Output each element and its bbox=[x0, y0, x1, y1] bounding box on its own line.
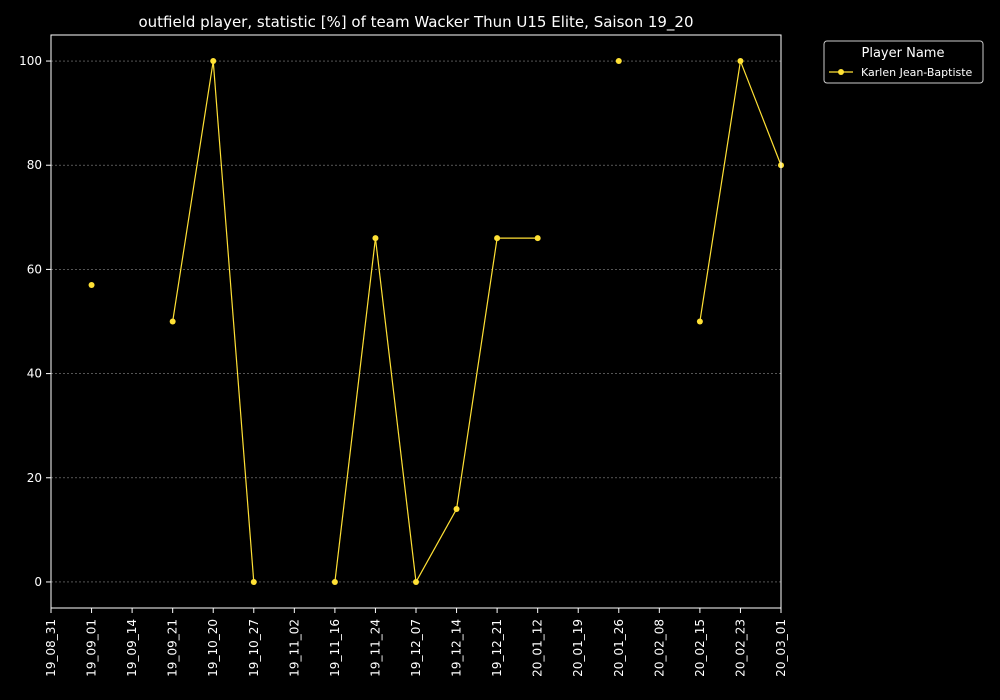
legend-marker-swatch bbox=[838, 69, 844, 75]
x-tick-label: 20_01_26 bbox=[612, 619, 626, 677]
y-tick-label: 40 bbox=[27, 367, 42, 381]
series-layer bbox=[88, 58, 784, 585]
x-tick-label: 20_01_12 bbox=[531, 619, 545, 677]
x-axis: 19_08_31 19_09_01 19_09_14 19_09_21 19_10_20… bbox=[44, 608, 788, 677]
x-tick-label: 19_09_14 bbox=[125, 619, 139, 677]
x-tick-label: 19_10_20 bbox=[206, 619, 220, 677]
data-point bbox=[615, 58, 622, 65]
y-tick-label: 60 bbox=[27, 262, 42, 276]
y-tick-label: 80 bbox=[27, 158, 42, 172]
x-tick-label: 19_11_24 bbox=[368, 619, 382, 677]
x-tick-label: 19_09_01 bbox=[85, 619, 99, 677]
data-point bbox=[169, 318, 176, 325]
x-tick-label: 20_03_01 bbox=[774, 619, 788, 677]
y-tick-label: 20 bbox=[27, 471, 42, 485]
legend-series-label: Karlen Jean-Baptiste bbox=[861, 66, 973, 79]
x-tick-label: 19_08_31 bbox=[44, 619, 58, 677]
data-point bbox=[413, 578, 419, 585]
y-tick-label: 0 bbox=[34, 575, 42, 589]
data-point bbox=[534, 235, 541, 242]
data-point bbox=[453, 506, 460, 513]
series-line-segment bbox=[374, 238, 417, 583]
data-point bbox=[250, 578, 257, 585]
legend-box bbox=[823, 40, 984, 84]
data-point bbox=[331, 578, 338, 585]
y-tick-label: 100 bbox=[19, 54, 42, 68]
series-line-segment bbox=[334, 238, 377, 583]
x-tick-label: 20_02_08 bbox=[652, 619, 666, 677]
series-line-segment bbox=[172, 60, 214, 322]
data-point bbox=[210, 58, 217, 65]
x-tick-label: 19_11_16 bbox=[328, 619, 342, 677]
x-tick-label: 20_01_19 bbox=[571, 619, 585, 677]
data-point bbox=[372, 235, 379, 242]
data-point bbox=[696, 318, 703, 325]
data-point bbox=[494, 235, 501, 242]
x-tick-label: 19_10_27 bbox=[247, 619, 261, 677]
x-tick-label: 20_02_15 bbox=[693, 619, 707, 677]
data-point bbox=[737, 58, 744, 65]
data-point bbox=[88, 282, 95, 289]
legend-title: Player Name bbox=[862, 46, 945, 61]
x-tick-label: 19_12_21 bbox=[490, 619, 504, 677]
x-tick-label: 19_11_02 bbox=[287, 619, 301, 677]
x-tick-label: 19_12_14 bbox=[450, 619, 464, 677]
legend: Player Name Karlen Jean-Baptiste bbox=[823, 40, 984, 84]
series-line-segment bbox=[739, 60, 782, 166]
grid-lines bbox=[51, 60, 781, 583]
series-line-segment bbox=[212, 60, 255, 583]
x-tick-label: 19_12_07 bbox=[409, 619, 423, 677]
series-line-segment bbox=[455, 238, 498, 510]
x-tick-label: 19_09_21 bbox=[166, 619, 180, 677]
series-line-segment bbox=[699, 60, 742, 322]
x-tick-label: 20_02_23 bbox=[733, 619, 747, 677]
chart-title: outfield player, statistic [%] of team W… bbox=[138, 13, 693, 32]
series-line-segment bbox=[415, 508, 458, 583]
y-axis: 0 20 40 60 80 100 bbox=[19, 54, 51, 589]
